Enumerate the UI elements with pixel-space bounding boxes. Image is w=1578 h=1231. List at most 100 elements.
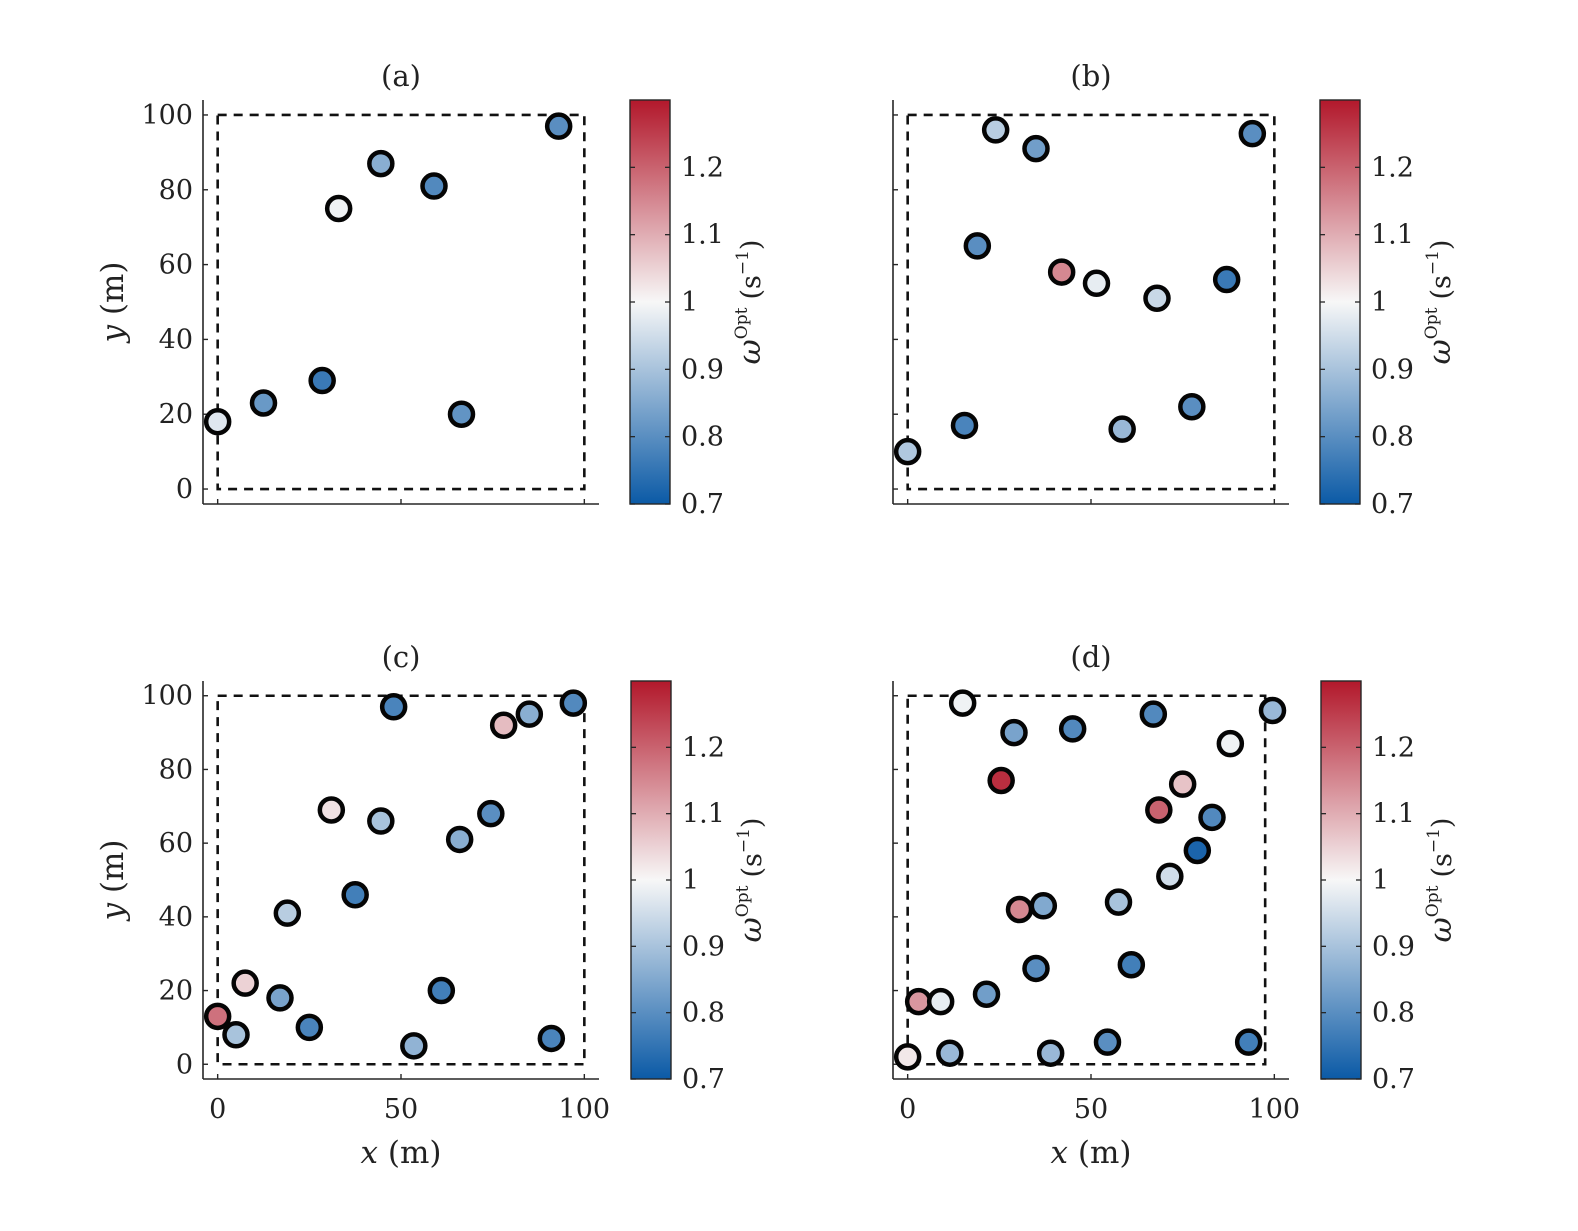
scatter-point <box>893 437 922 466</box>
colorbar-tick-label: 0.7 <box>681 489 724 520</box>
colorbar-label-symbol: ω <box>1422 339 1458 364</box>
scatter-point <box>249 389 278 417</box>
colorbar-tick-label: 0.7 <box>1372 1064 1415 1095</box>
scatter-point <box>1238 119 1267 148</box>
panel-d: (d) 0 50 100 x (m) 0.7 0.8 0.9 1 1.1 1.2 ωOpt (s−1) <box>892 640 1459 1171</box>
colorbar-tick-label: 0.8 <box>1371 422 1414 453</box>
scatter-point <box>1258 696 1287 725</box>
x-tick-label: 100 <box>559 1094 611 1125</box>
colorbar-tick-label: 1 <box>681 287 698 318</box>
scatter-point <box>1022 134 1050 163</box>
scatter-point <box>926 987 955 1016</box>
scatter-point <box>400 1032 428 1060</box>
colorbar: 0.7 0.8 0.9 1 1.1 1.2 ωOpt (s−1) <box>1320 680 1459 1095</box>
x-axis-label: x (m) <box>361 1135 442 1171</box>
panel-a: (a) 0 20 40 60 80 100 y (m) 0.7 0.8 0.9 1 1.1 1.2 ωOpt… <box>95 59 768 520</box>
domain-boundary <box>216 113 586 491</box>
y-tick-label: 20 <box>159 976 193 1007</box>
colorbar-gradient <box>630 680 672 1080</box>
colorbar-tick-label: 1.1 <box>681 220 724 251</box>
colorbar-label-unit-close: ) <box>737 818 768 829</box>
colorbar-tick-label: 1.2 <box>681 152 724 183</box>
colorbar-tick-label: 0.7 <box>682 1064 725 1095</box>
x-axis-label: x (m) <box>1051 1135 1132 1171</box>
colorbar-label-unit: (s <box>1426 275 1457 299</box>
scatter-point <box>1108 415 1136 443</box>
scatter-point <box>420 172 448 200</box>
scatter-point <box>222 1021 250 1049</box>
scatter-point <box>445 825 474 854</box>
scatter-point <box>1117 951 1146 979</box>
scatter-point <box>987 766 1015 795</box>
colorbar-label-sup: Opt <box>732 307 752 339</box>
scatter-point <box>295 1013 324 1042</box>
panel-title: (d) <box>1070 640 1111 674</box>
scatter-point <box>379 693 408 721</box>
scatter-point <box>489 711 518 739</box>
x-tick-label: 50 <box>384 1094 418 1125</box>
y-tick-label: 20 <box>159 399 193 430</box>
colorbar-tick-label: 1 <box>682 865 699 896</box>
scatter-point <box>203 407 232 436</box>
scatter-point <box>1029 892 1058 920</box>
colorbar-tick-label: 1 <box>1371 287 1388 318</box>
panel-title: (b) <box>1070 59 1111 93</box>
colorbar-label-symbol: ω <box>733 917 769 942</box>
scatter-point <box>948 689 977 717</box>
scatter-point <box>367 807 395 835</box>
x-axis-var: x <box>1051 1135 1069 1171</box>
colorbar-tick-label: 1.2 <box>1371 152 1414 183</box>
scatter-point <box>981 116 1010 144</box>
scatter-points <box>893 116 1267 466</box>
colorbar: 0.7 0.8 0.9 1 1.1 1.2 ωOpt (s−1) <box>629 99 768 520</box>
scatter-point <box>1168 770 1197 798</box>
scatter-point <box>1036 1039 1065 1067</box>
scatter-point <box>1156 862 1184 891</box>
y-axis-var: y <box>95 324 131 344</box>
y-axis-label: y (m) <box>95 262 131 345</box>
scatter-point <box>559 689 588 717</box>
colorbar-label-unit-close: ) <box>1426 240 1457 251</box>
y-tick-label: 40 <box>159 324 193 355</box>
colorbar-label-symbol: ω <box>1423 917 1459 942</box>
scatter-points <box>203 112 573 436</box>
x-tick-label: 0 <box>209 1094 226 1125</box>
colorbar-label-sup: Opt <box>1423 885 1443 917</box>
scatter-point <box>317 796 346 824</box>
colorbar-gradient <box>1320 680 1362 1080</box>
scatter-point <box>203 1002 232 1031</box>
colorbar-tick-label: 1.1 <box>682 799 725 830</box>
colorbar-tick-label: 0.8 <box>681 422 724 453</box>
colorbar-label-sup: Opt <box>733 885 753 917</box>
y-tick-label: 0 <box>176 474 193 505</box>
scatter-point <box>1216 729 1245 758</box>
domain-boundary <box>906 113 1276 491</box>
scatter-point <box>266 984 294 1012</box>
scatter-point <box>1093 1028 1122 1056</box>
y-tick-label: 100 <box>141 681 193 712</box>
scatter-point <box>972 980 1001 1008</box>
scatter-point <box>963 232 992 260</box>
colorbar-tick-label: 0.9 <box>681 354 724 385</box>
scatter-point <box>904 987 933 1016</box>
panel-b: (b) 0.7 0.8 0.9 1 1.1 1.2 ωOpt (s−1) <box>892 59 1458 520</box>
scatter-point <box>1047 258 1076 286</box>
scatter-point <box>1022 954 1050 983</box>
panel-title: (a) <box>381 59 421 93</box>
scatter-point <box>1145 796 1173 824</box>
y-axis-var: y <box>95 902 131 922</box>
colorbar-label-unit: (s <box>1427 853 1458 877</box>
scatter-point <box>1000 718 1028 747</box>
x-axis-unit: (m) <box>1068 1135 1131 1171</box>
colorbar-label-unit: (s <box>737 853 768 877</box>
scatter-point <box>1198 803 1226 832</box>
y-tick-label: 60 <box>159 828 193 859</box>
colorbar-tick-label: 1.1 <box>1371 220 1414 251</box>
y-tick-label: 80 <box>159 754 193 785</box>
scatter-point <box>1005 895 1034 924</box>
y-axis-label: y (m) <box>95 840 131 923</box>
x-tick-label: 100 <box>1249 1094 1301 1125</box>
scatter-point <box>544 112 573 140</box>
